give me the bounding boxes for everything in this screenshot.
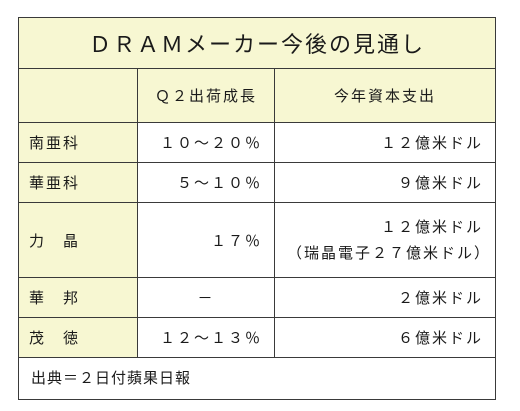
growth-cell: ５～１０％: [137, 162, 275, 203]
company-cell: 華亜科: [19, 162, 138, 203]
company-cell: 力 晶: [19, 202, 138, 278]
table-row: 華 邦 － ２億米ドル: [19, 277, 495, 318]
company-cell: 華 邦: [19, 277, 138, 318]
source-row: 出典＝２日付蘋果日報: [19, 357, 495, 397]
table-row: 華亜科 ５～１０％ ９億米ドル: [19, 162, 495, 203]
growth-cell: １０～２０％: [137, 122, 275, 163]
table-row: 茂 徳 １２～１３％ ６億米ドル: [19, 317, 495, 358]
growth-cell: －: [137, 277, 275, 318]
company-cell: 南亜科: [19, 122, 138, 163]
dram-outlook-table: Ｑ２出荷成長 今年資本支出 南亜科 １０～２０％ １２億米ドル 華亜科 ５～１０…: [19, 69, 495, 397]
capex-cell: １２億米ドル: [274, 122, 495, 163]
source-note: 出典＝２日付蘋果日報: [19, 357, 495, 397]
table-row: 力 晶 １７％ １２億米ドル （瑞晶電子２７億米ドル）: [19, 202, 495, 278]
table-frame: ＤＲＡＭメーカー今後の見通し Ｑ２出荷成長 今年資本支出 南亜科 １０～２０％ …: [18, 17, 496, 400]
header-capex: 今年資本支出: [274, 69, 495, 123]
capex-cell: ２億米ドル: [274, 277, 495, 318]
growth-cell: １２～１３％: [137, 317, 275, 358]
capex-cell: １２億米ドル （瑞晶電子２７億米ドル）: [274, 202, 495, 278]
table-row: 南亜科 １０～２０％ １２億米ドル: [19, 122, 495, 163]
table-title: ＤＲＡＭメーカー今後の見通し: [19, 18, 495, 69]
header-row: Ｑ２出荷成長 今年資本支出: [19, 69, 495, 123]
capex-note: （瑞晶電子２７億米ドル）: [287, 244, 492, 262]
header-company: [19, 69, 138, 123]
capex-cell: ６億米ドル: [274, 317, 495, 358]
growth-cell: １７％: [137, 202, 275, 278]
company-cell: 茂 徳: [19, 317, 138, 358]
capex-cell: ９億米ドル: [274, 162, 495, 203]
header-q2-growth: Ｑ２出荷成長: [137, 69, 275, 123]
capex-value: １２億米ドル: [380, 218, 483, 236]
